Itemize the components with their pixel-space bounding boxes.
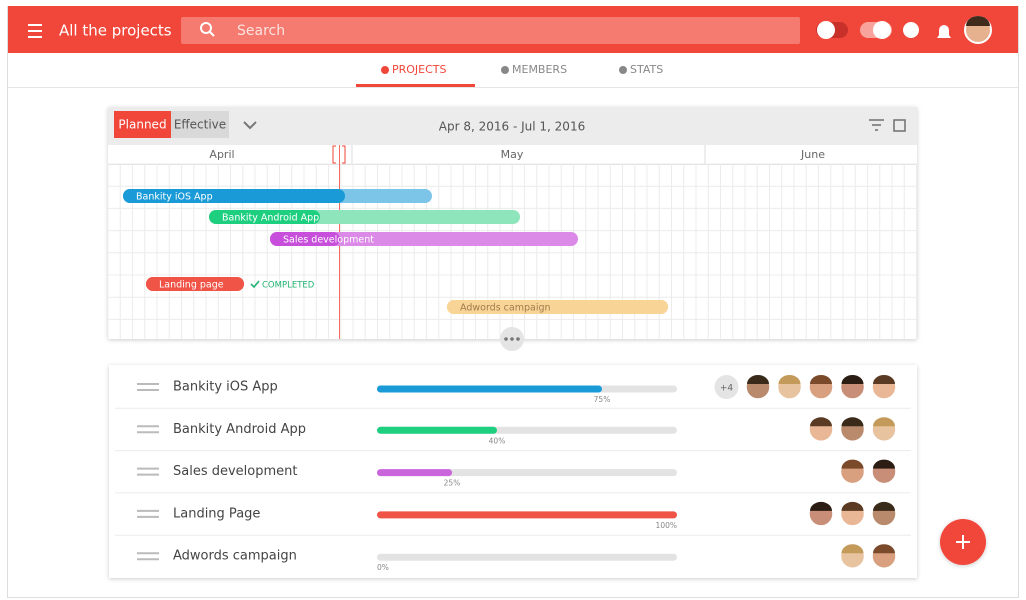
- project-name[interactable]: Bankity iOS App: [173, 380, 278, 395]
- avatar-hair: [873, 417, 895, 427]
- effective-button[interactable]: [171, 111, 229, 138]
- gantt-bar-progress[interactable]: [209, 210, 320, 224]
- more-members[interactable]: [714, 375, 739, 399]
- tab-label[interactable]: MEMBERS: [512, 63, 567, 76]
- date-range: Apr 8, 2016 - Jul 1, 2016: [439, 120, 585, 134]
- progress-label: 75%: [594, 395, 611, 404]
- progress-track: [377, 553, 677, 561]
- progress-label: 40%: [489, 436, 506, 445]
- avatar-hair: [841, 417, 864, 427]
- avatar-hair: [810, 417, 833, 427]
- gantt-bar-progress[interactable]: [123, 189, 345, 203]
- tab-icon: [381, 66, 389, 74]
- project-name[interactable]: Bankity Android App: [173, 422, 306, 437]
- timeline-toolbar: [108, 107, 917, 145]
- chat-icon[interactable]: [903, 22, 919, 38]
- progress-fill: [377, 385, 602, 393]
- drag-handle[interactable]: [137, 425, 159, 434]
- gantt-bar-label: Sales development: [283, 235, 374, 246]
- avatar-hair: [873, 501, 895, 511]
- project-name[interactable]: Sales development: [173, 464, 298, 479]
- more-dots: [504, 337, 520, 341]
- today-marker: [332, 145, 346, 164]
- search-placeholder: Search: [237, 23, 285, 39]
- add-icon: [956, 535, 970, 549]
- filter-icon[interactable]: [869, 119, 884, 131]
- avatar-hair: [841, 501, 864, 511]
- search-box[interactable]: [181, 17, 800, 44]
- button-label: Effective: [174, 118, 226, 132]
- tab-label[interactable]: PROJECTS: [392, 63, 447, 76]
- planned-button[interactable]: [114, 111, 171, 138]
- progress-fill: [377, 469, 452, 477]
- progress-fill: [377, 511, 677, 519]
- month-label: April: [209, 148, 234, 161]
- page-title: All the projects: [59, 22, 172, 40]
- gantt-bar-label: Adwords campaign: [460, 303, 551, 314]
- drag-handle[interactable]: [137, 552, 159, 561]
- gantt-bar-progress[interactable]: [270, 232, 340, 246]
- avatar-hair: [966, 16, 990, 26]
- bell-icon[interactable]: [937, 25, 951, 38]
- month-label: May: [501, 148, 524, 161]
- avatar-hair: [873, 544, 895, 554]
- progress-fill: [377, 426, 497, 434]
- button-label: Planned: [118, 118, 166, 132]
- drag-handle[interactable]: [137, 509, 159, 518]
- completed-label: COMPLETED: [262, 281, 315, 291]
- gantt-bar-planned[interactable]: [270, 232, 578, 246]
- avatar-hair: [778, 375, 801, 384]
- menu-icon[interactable]: [28, 24, 42, 38]
- gantt-bar-progress[interactable]: [447, 300, 668, 314]
- tab-icon: [501, 66, 509, 74]
- calendar-icon[interactable]: [893, 119, 906, 132]
- more-members-count: +4: [720, 384, 734, 394]
- progress-label: 100%: [656, 521, 677, 530]
- gantt-bar-label: Landing page: [159, 280, 224, 291]
- tab-label[interactable]: STATS: [630, 63, 663, 76]
- toggle-knob: [817, 21, 835, 39]
- avatar-hair: [810, 501, 833, 511]
- progress-label: 0%: [377, 563, 389, 572]
- avatar-hair: [873, 375, 895, 384]
- project-name[interactable]: Adwords campaign: [173, 549, 297, 564]
- gantt-bar-label: Bankity Android App: [222, 213, 319, 224]
- search-icon: [200, 22, 215, 37]
- avatar-hair: [841, 375, 864, 384]
- avatar-hair: [873, 459, 895, 469]
- avatar-hair: [841, 459, 864, 469]
- avatar-hair: [841, 544, 864, 554]
- gantt-bar-label: Bankity iOS App: [136, 192, 213, 203]
- avatar-hair: [747, 375, 769, 384]
- toggle-knob: [873, 21, 891, 39]
- tab-indicator: [356, 84, 475, 87]
- dropdown-chevron[interactable]: [243, 121, 257, 130]
- drag-handle[interactable]: [137, 383, 159, 391]
- completed-check: [250, 280, 260, 289]
- month-label: June: [800, 148, 825, 161]
- progress-track: [377, 469, 677, 477]
- avatar-hair: [810, 375, 832, 384]
- tab-icon: [619, 66, 627, 74]
- drag-handle[interactable]: [137, 467, 159, 476]
- progress-label: 25%: [444, 479, 461, 488]
- gantt-bar-progress[interactable]: [146, 277, 244, 291]
- project-name[interactable]: Landing Page: [173, 506, 260, 521]
